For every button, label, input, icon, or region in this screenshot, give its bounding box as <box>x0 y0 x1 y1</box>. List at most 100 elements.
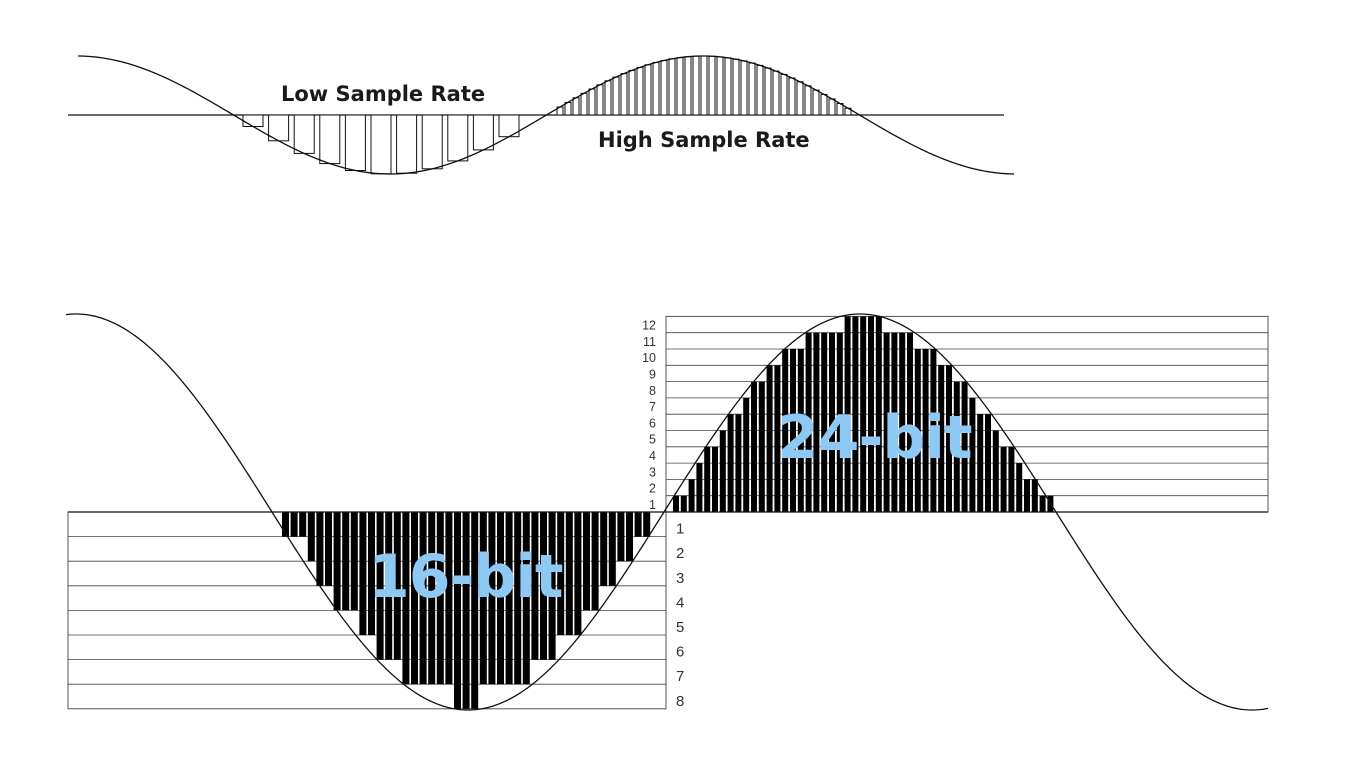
high-rate-sample-30 <box>796 81 804 116</box>
samples-24-bit <box>673 316 1054 512</box>
high-rate-sample-9 <box>628 69 636 116</box>
high-rate-sample-6 <box>604 80 612 116</box>
sample-24-bit-45 <box>1024 479 1030 512</box>
level-24-label-6: 6 <box>649 416 656 430</box>
sample-rate-diagram: Low Sample Rate High Sample Rate <box>68 55 1015 175</box>
sample-24-bit-32 <box>922 349 929 512</box>
sample-24-bit-1 <box>680 495 687 512</box>
sample-16-bit-30 <box>540 512 547 660</box>
high-rate-sample-28 <box>780 73 788 116</box>
sample-24-bit-37 <box>961 381 968 512</box>
sample-24-bit-47 <box>1039 495 1046 512</box>
high-rate-sample-22 <box>732 58 740 116</box>
high-rate-sample-27 <box>772 70 780 116</box>
sample-16-bit-14 <box>402 512 410 685</box>
high-rate-sample-20 <box>716 56 724 116</box>
sample-24-bit-44 <box>1016 463 1023 512</box>
sample-16-bit-5 <box>325 512 332 586</box>
sample-16-bit-20 <box>454 512 461 709</box>
sample-24-bit-35 <box>946 365 952 512</box>
sample-16-bit-6 <box>333 512 341 611</box>
sample-16-bit-32 <box>557 512 565 635</box>
sample-16-bit-25 <box>497 512 504 685</box>
high-rate-sample-17 <box>692 55 700 116</box>
level-24-label-9: 9 <box>649 367 656 381</box>
high-rate-sample-23 <box>740 60 748 116</box>
sample-24-bit-39 <box>977 414 984 512</box>
sample-16-bit-12 <box>385 512 393 660</box>
level-24-label-11: 11 <box>643 335 656 349</box>
level-24-label-3: 3 <box>649 465 656 479</box>
sample-24-bit-5 <box>712 446 718 512</box>
sample-16-bit-27 <box>514 512 522 685</box>
label-16-bit: 16-bit <box>368 542 563 612</box>
level-24-label-8: 8 <box>649 384 656 398</box>
level-24-label-10: 10 <box>642 351 656 365</box>
sample-16-bit-7 <box>342 512 350 611</box>
sample-16-bit-4 <box>316 512 324 586</box>
sample-24-bit-11 <box>758 381 765 512</box>
high-rate-sample-3 <box>580 92 588 116</box>
sample-24-bit-8 <box>735 414 742 512</box>
high-rate-samples <box>556 55 852 116</box>
level-16-label-3: 3 <box>676 570 684 587</box>
sample-24-bit-43 <box>1008 446 1015 512</box>
samples-16-bit <box>282 512 651 709</box>
sample-24-bit-19 <box>821 332 828 512</box>
high-rate-sample-32 <box>812 89 820 116</box>
sample-24-bit-38 <box>969 397 976 512</box>
sample-16-bit-13 <box>393 512 401 660</box>
high-rate-sample-24 <box>748 62 756 116</box>
low-rate-sample-6 <box>396 114 418 174</box>
sample-16-bit-0 <box>282 512 289 537</box>
high-rate-sample-18 <box>700 55 708 116</box>
sample-16-bit-11 <box>376 512 384 660</box>
sample-16-bit-36 <box>591 512 599 611</box>
high-rate-sample-13 <box>660 60 668 116</box>
level-16-label-7: 7 <box>676 668 684 685</box>
low-rate-sample-9 <box>472 114 494 151</box>
sample-16-bit-34 <box>574 512 582 635</box>
sample-16-bit-22 <box>471 512 479 709</box>
sample-24-bit-46 <box>1031 479 1038 512</box>
sample-24-bit-2 <box>688 479 695 512</box>
sample-rate-waveform <box>77 55 1015 175</box>
level-24-label-1: 1 <box>649 498 656 512</box>
sample-16-bit-29 <box>531 512 539 660</box>
sample-24-bit-42 <box>1000 446 1007 512</box>
level-16-label-8: 8 <box>676 693 684 710</box>
sample-24-bit-25 <box>868 316 874 512</box>
low-rate-samples <box>242 114 520 175</box>
sample-16-bit-9 <box>359 512 367 635</box>
sample-24-bit-23 <box>852 316 859 512</box>
sample-24-bit-10 <box>751 381 757 512</box>
level-24-label-2: 2 <box>649 482 656 496</box>
level-labels-16-bit: 1 2 3 4 5 6 7 8 <box>676 521 684 710</box>
sample-24-bit-22 <box>844 316 851 512</box>
sample-24-bit-31 <box>914 349 921 512</box>
high-rate-sample-19 <box>708 55 716 116</box>
sample-24-bit-12 <box>766 365 773 512</box>
low-rate-sample-0 <box>242 114 264 127</box>
sample-24-bit-4 <box>704 446 711 512</box>
level-16-label-4: 4 <box>676 594 684 611</box>
low-sample-rate-label: Low Sample Rate <box>281 82 485 106</box>
sample-16-bit-8 <box>350 512 358 611</box>
sample-16-bit-23 <box>479 512 487 685</box>
sample-24-bit-24 <box>860 316 867 512</box>
high-rate-sample-5 <box>596 84 604 116</box>
high-sample-rate-label: High Sample Rate <box>598 128 810 152</box>
sample-24-bit-7 <box>727 414 734 512</box>
sample-16-bit-10 <box>368 512 375 635</box>
sample-16-bit-31 <box>548 512 556 660</box>
high-rate-sample-7 <box>612 76 620 116</box>
sample-16-bit-38 <box>608 512 616 586</box>
sample-16-bit-39 <box>617 512 625 562</box>
high-rate-sample-34 <box>828 98 836 116</box>
sample-16-bit-17 <box>428 512 436 685</box>
high-rate-sample-31 <box>804 85 812 116</box>
high-rate-sample-33 <box>820 93 828 116</box>
sample-24-bit-15 <box>790 349 796 512</box>
